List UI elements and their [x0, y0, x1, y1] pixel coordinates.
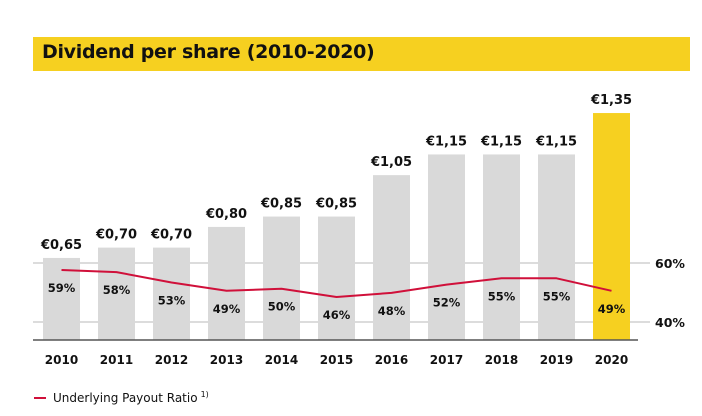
legend: Underlying Payout Ratio 1) — [34, 390, 209, 405]
bar-value-label-2017: €1,15 — [425, 134, 467, 149]
payout-ratio-label-2018: 55% — [488, 289, 516, 303]
bar-2016 — [373, 175, 410, 340]
payout-ratio-label-2012: 53% — [158, 293, 186, 307]
x-axis-tick-2012: 2012 — [155, 353, 188, 367]
x-axis-tick-2018: 2018 — [485, 353, 518, 367]
x-axis-tick-2013: 2013 — [210, 353, 243, 367]
legend-footnote: 1) — [200, 390, 209, 399]
bar-value-label-2012: €0,70 — [150, 228, 192, 243]
chart-title: Dividend per share (2010-2020) — [42, 41, 375, 63]
bar-value-label-2020: €1,35 — [590, 93, 632, 108]
bar-value-label-2016: €1,05 — [370, 155, 412, 170]
bar-value-label-2014: €0,85 — [260, 197, 302, 212]
secondary-axis-tick-60: 60% — [655, 256, 685, 271]
x-axis-tick-2010: 2010 — [45, 353, 78, 367]
bar-2014 — [263, 216, 300, 340]
payout-ratio-label-2015: 46% — [323, 308, 351, 322]
x-axis-tick-2017: 2017 — [430, 353, 463, 367]
bar-value-label-2018: €1,15 — [480, 134, 522, 149]
bar-value-label-2011: €0,70 — [95, 228, 137, 243]
bar-2020 — [593, 113, 630, 340]
payout-ratio-label-2016: 48% — [378, 304, 406, 318]
bars — [43, 113, 630, 340]
legend-label: Underlying Payout Ratio 1) — [53, 390, 209, 405]
bar-value-label-2015: €0,85 — [315, 197, 357, 212]
bar-2017 — [428, 154, 465, 340]
bar-2019 — [538, 154, 575, 340]
payout-ratio-line-group — [61, 269, 612, 298]
bar-2011 — [98, 247, 135, 340]
payout-ratio-label-2011: 58% — [103, 283, 131, 297]
payout-ratio-line — [61, 269, 612, 298]
legend-line-swatch — [34, 396, 46, 399]
x-axis-tick-2019: 2019 — [540, 353, 573, 367]
payout-ratio-label-2019: 55% — [543, 289, 571, 303]
legend-label-text: Underlying Payout Ratio — [53, 391, 198, 405]
payout-ratio-label-2014: 50% — [268, 300, 296, 314]
secondary-axis-tick-40: 40% — [655, 315, 685, 330]
bar-2010 — [43, 257, 80, 340]
data-labels: €0,65 €0,70 €0,70 €0,80 €0,85 €0,85 €1,05 €1,15… — [40, 93, 632, 322]
payout-ratio-label-2020: 49% — [598, 302, 626, 316]
bar-2012 — [153, 247, 190, 340]
axes: 60% 40% 2010 2011 2012 2013 2014 2015 2016 2017 20… — [33, 256, 685, 367]
bar-value-label-2019: €1,15 — [535, 134, 577, 149]
x-axis-tick-2014: 2014 — [265, 353, 298, 367]
x-axis-tick-2015: 2015 — [320, 353, 353, 367]
bar-value-label-2013: €0,80 — [205, 207, 247, 222]
bar-2015 — [318, 216, 355, 340]
x-axis-tick-2011: 2011 — [100, 353, 133, 367]
payout-ratio-label-2013: 49% — [213, 302, 241, 316]
bar-value-label-2010: €0,65 — [40, 238, 82, 253]
bar-2018 — [483, 154, 520, 340]
bar-2013 — [208, 226, 245, 340]
payout-ratio-label-2017: 52% — [433, 296, 461, 310]
chart-title-bar: Dividend per share (2010-2020) — [33, 37, 690, 71]
x-axis-tick-2016: 2016 — [375, 353, 408, 367]
payout-ratio-label-2010: 59% — [48, 281, 76, 295]
x-axis-tick-2020: 2020 — [595, 353, 628, 367]
